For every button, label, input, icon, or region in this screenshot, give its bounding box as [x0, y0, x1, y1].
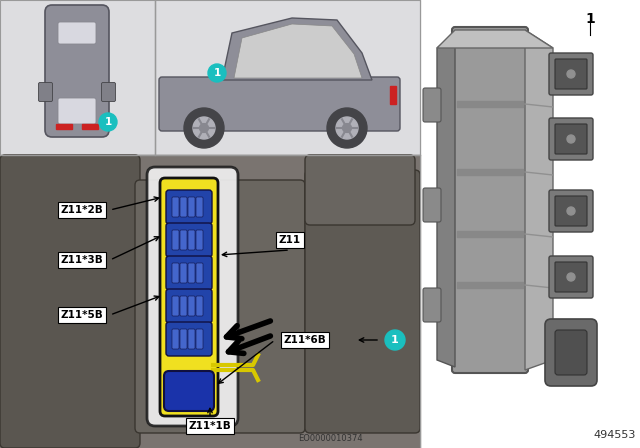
FancyBboxPatch shape [166, 322, 212, 356]
Bar [0, 155, 420, 448]
FancyBboxPatch shape [188, 329, 195, 349]
Circle shape [567, 135, 575, 143]
FancyBboxPatch shape [549, 53, 593, 95]
FancyBboxPatch shape [38, 82, 52, 102]
Circle shape [99, 113, 117, 131]
FancyBboxPatch shape [180, 263, 187, 283]
FancyBboxPatch shape [549, 190, 593, 232]
Text: 1: 1 [585, 12, 595, 26]
FancyBboxPatch shape [188, 296, 195, 316]
FancyBboxPatch shape [196, 230, 203, 250]
Text: Z11*1B: Z11*1B [189, 421, 232, 431]
Bar [457, 101, 523, 107]
FancyBboxPatch shape [196, 296, 203, 316]
FancyBboxPatch shape [305, 170, 420, 433]
Text: Z11*2B: Z11*2B [61, 205, 104, 215]
Polygon shape [234, 24, 362, 78]
FancyBboxPatch shape [166, 289, 212, 323]
Text: Z11*3B: Z11*3B [61, 255, 104, 265]
FancyBboxPatch shape [147, 167, 238, 426]
FancyBboxPatch shape [555, 59, 587, 89]
Bar [457, 282, 523, 288]
FancyBboxPatch shape [188, 263, 195, 283]
Text: 1: 1 [391, 335, 399, 345]
FancyBboxPatch shape [58, 98, 96, 124]
Text: Z11*5B: Z11*5B [61, 310, 104, 320]
Text: 1: 1 [104, 117, 111, 127]
Bar [0, 0, 155, 155]
FancyBboxPatch shape [549, 256, 593, 298]
Text: 494553: 494553 [594, 430, 636, 440]
FancyBboxPatch shape [58, 22, 96, 44]
FancyBboxPatch shape [555, 262, 587, 292]
FancyBboxPatch shape [0, 155, 140, 448]
FancyBboxPatch shape [159, 77, 400, 131]
FancyBboxPatch shape [102, 82, 115, 102]
Circle shape [327, 108, 367, 148]
FancyBboxPatch shape [188, 197, 195, 217]
Bar [56, 124, 72, 129]
Bar [0, 0, 155, 155]
FancyBboxPatch shape [180, 197, 187, 217]
Polygon shape [437, 33, 455, 367]
FancyBboxPatch shape [172, 263, 179, 283]
FancyBboxPatch shape [305, 155, 415, 225]
Circle shape [567, 70, 575, 78]
FancyBboxPatch shape [549, 118, 593, 160]
FancyBboxPatch shape [172, 329, 179, 349]
Bar [82, 124, 98, 129]
Polygon shape [222, 18, 372, 80]
FancyBboxPatch shape [188, 230, 195, 250]
FancyBboxPatch shape [135, 180, 305, 433]
Text: EO0000010374: EO0000010374 [298, 434, 362, 443]
FancyBboxPatch shape [172, 296, 179, 316]
Bar [155, 0, 420, 155]
FancyBboxPatch shape [196, 329, 203, 349]
FancyBboxPatch shape [196, 197, 203, 217]
Bar [457, 169, 523, 175]
FancyBboxPatch shape [180, 230, 187, 250]
FancyBboxPatch shape [452, 27, 528, 373]
FancyBboxPatch shape [164, 371, 214, 411]
Polygon shape [525, 30, 553, 370]
FancyBboxPatch shape [160, 178, 218, 416]
Circle shape [184, 108, 224, 148]
FancyBboxPatch shape [555, 124, 587, 154]
Circle shape [342, 124, 351, 133]
FancyBboxPatch shape [166, 256, 212, 290]
Circle shape [200, 124, 209, 133]
FancyBboxPatch shape [423, 288, 441, 322]
FancyBboxPatch shape [180, 296, 187, 316]
Text: Z11: Z11 [279, 235, 301, 245]
Text: Z11*6B: Z11*6B [284, 335, 326, 345]
Circle shape [385, 330, 405, 350]
Circle shape [336, 117, 358, 139]
FancyBboxPatch shape [172, 197, 179, 217]
Circle shape [193, 117, 215, 139]
FancyBboxPatch shape [545, 319, 597, 386]
Bar [390, 86, 396, 104]
FancyBboxPatch shape [45, 5, 109, 137]
Circle shape [567, 273, 575, 281]
FancyBboxPatch shape [555, 330, 587, 375]
FancyBboxPatch shape [172, 230, 179, 250]
Bar [155, 0, 420, 155]
Bar [457, 231, 523, 237]
FancyBboxPatch shape [180, 329, 187, 349]
FancyBboxPatch shape [196, 263, 203, 283]
FancyBboxPatch shape [423, 88, 441, 122]
FancyBboxPatch shape [166, 223, 212, 257]
Polygon shape [437, 30, 553, 48]
Circle shape [208, 64, 226, 82]
Text: 1: 1 [213, 68, 221, 78]
FancyBboxPatch shape [423, 188, 441, 222]
FancyBboxPatch shape [555, 196, 587, 226]
FancyBboxPatch shape [166, 190, 212, 224]
Circle shape [567, 207, 575, 215]
